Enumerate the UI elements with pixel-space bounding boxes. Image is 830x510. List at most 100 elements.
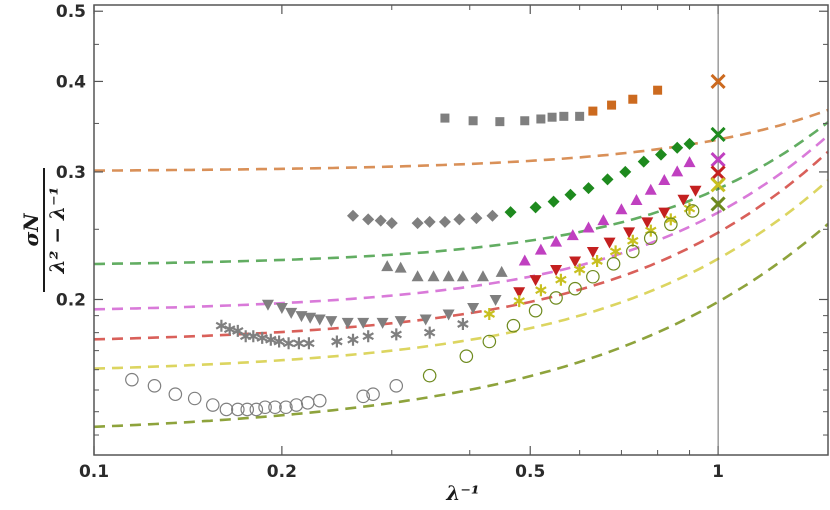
x-axis-label: λ⁻¹: [445, 481, 479, 505]
x-tick-label: 0.5: [515, 462, 545, 482]
x-tick-label: 0.1: [79, 462, 109, 482]
data-point-asterisk: [256, 331, 268, 344]
data-point-circle-open: [506, 318, 521, 333]
data-point-triangle-down: [586, 246, 599, 258]
data-point-diamond: [547, 195, 560, 208]
data-point-square: [628, 94, 638, 104]
data-point-triangle-down: [442, 309, 455, 321]
data-point-circle-open: [459, 349, 474, 364]
data-point-triangle-down: [419, 314, 432, 326]
data-point-asterisk: [282, 337, 295, 350]
data-point-diamond: [564, 188, 577, 201]
data-point-circle-open: [643, 231, 658, 246]
fit-curve-diamond: [93, 121, 829, 266]
data-point-triangle-up: [518, 254, 531, 266]
data-point-diamond: [486, 209, 499, 222]
data-point-asterisk: [665, 213, 677, 226]
data-point-triangle-down: [394, 316, 407, 328]
data-point-circle-open: [168, 387, 183, 402]
data-point-triangle-down: [261, 299, 274, 311]
data-point-circle-open: [312, 393, 327, 408]
data-point-circle-open: [422, 368, 437, 383]
data-point-square: [547, 112, 557, 122]
data-point-circle-open: [366, 387, 380, 402]
data-point-triangle-up: [456, 270, 469, 282]
fit-curves: [93, 108, 829, 429]
data-point-triangle-up: [411, 270, 424, 282]
data-point-triangle-up: [381, 260, 394, 272]
data-point-circle-open: [258, 400, 272, 415]
data-point-asterisk: [347, 333, 359, 346]
data-point-circle-open: [289, 398, 304, 412]
data-point-asterisk: [215, 319, 228, 332]
data-point-diamond: [619, 165, 632, 178]
data-point-circle-open: [606, 257, 621, 271]
data-point-square: [440, 113, 450, 123]
data-point-asterisk: [362, 330, 374, 343]
data-point-asterisk: [457, 318, 469, 330]
data-point-triangle-up: [534, 243, 547, 255]
data-point-circle-open: [528, 303, 543, 318]
x-tick-label: 1: [712, 462, 724, 482]
data-point-asterisk: [273, 335, 285, 348]
fit-curve-circle-open: [93, 223, 829, 429]
data-point-square: [520, 116, 530, 126]
data-point-asterisk: [293, 337, 305, 350]
data-point-diamond: [654, 148, 667, 161]
data-point-triangle-up: [394, 261, 407, 273]
data-point-triangle-down: [357, 317, 370, 329]
data-point-asterisk: [265, 333, 277, 346]
data-points: [125, 85, 702, 417]
limit-marker-diamond: [710, 126, 726, 142]
data-point-circle-open: [626, 244, 640, 259]
fit-curve-asterisk: [93, 179, 829, 370]
data-point-diamond: [529, 201, 542, 214]
limit-marker-circle-open: [710, 196, 726, 212]
data-point-square: [536, 114, 546, 124]
data-point-circle-open: [249, 402, 264, 417]
data-point-square: [495, 117, 505, 127]
data-point-triangle-down: [689, 185, 702, 197]
y-tick-label: 0.3: [56, 163, 86, 183]
data-point-triangle-down: [467, 302, 480, 314]
data-point-circle-open: [231, 402, 245, 417]
data-point-triangle-up: [495, 265, 508, 277]
data-point-diamond: [582, 182, 595, 195]
limit-marker-triangle-up: [710, 152, 726, 168]
data-point-circle-open: [240, 402, 255, 417]
data-point-circle-open: [664, 217, 678, 232]
data-point-circle-open: [685, 204, 700, 218]
data-point-asterisk: [573, 263, 586, 276]
data-point-circle-open: [568, 281, 582, 296]
fit-curve-triangle-up: [93, 134, 829, 311]
data-point-asterisk: [331, 335, 343, 348]
y-tick-label: 0.5: [56, 2, 86, 22]
data-point-triangle-down: [313, 314, 326, 326]
data-point-diamond: [362, 213, 375, 226]
data-point-square: [468, 116, 478, 126]
y-axis-label: σN λ² − λ⁻¹: [19, 168, 69, 292]
data-point-triangle-down: [641, 217, 654, 229]
data-point-triangle-up: [442, 270, 455, 282]
data-point-triangle-up: [630, 193, 643, 205]
data-point-triangle-down: [295, 311, 308, 323]
data-point-triangle-down: [550, 265, 563, 277]
data-point-circle-open: [205, 398, 220, 412]
y-tick-label: 0.2: [56, 290, 86, 310]
data-point-triangle-up: [658, 173, 671, 185]
y-tick-label: 0.4: [56, 72, 86, 92]
data-point-diamond: [637, 155, 650, 168]
data-point-asterisk: [483, 308, 496, 320]
data-point-asterisk: [555, 273, 567, 286]
data-point-asterisk: [513, 295, 525, 308]
tick-labels: 0.1 0.2 0.5 1 0.2 0.3 0.4 0.5: [56, 2, 724, 482]
data-point-triangle-up: [644, 183, 657, 195]
data-point-triangle-down: [677, 194, 690, 206]
limit-markers: [710, 73, 726, 212]
data-point-square: [588, 106, 598, 116]
data-point-diamond: [374, 214, 387, 227]
data-point-asterisk: [609, 245, 622, 258]
data-point-square: [559, 111, 569, 121]
